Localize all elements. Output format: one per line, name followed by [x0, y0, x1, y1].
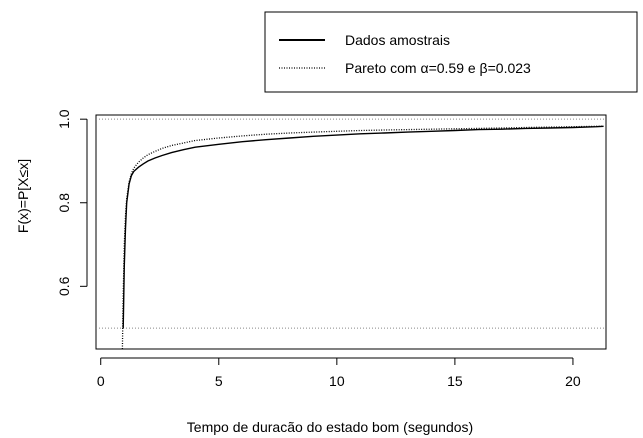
y-axis-label: F(x)=P[X≤x] [15, 159, 31, 233]
series-group [121, 125, 604, 350]
y-tick-label: 0.8 [56, 193, 72, 213]
legend-box [264, 11, 638, 93]
x-tick-label: 20 [565, 373, 581, 389]
x-tick-label: 5 [215, 373, 223, 389]
y-tick-label: 0.6 [56, 276, 72, 296]
legend-entry-pareto: Pareto com α=0.59 e β=0.023 [345, 60, 531, 76]
reference-lines [96, 118, 606, 329]
x-axis: 0 5 10 15 20 [97, 357, 581, 389]
x-tick-label: 0 [97, 373, 105, 389]
plot-frame [95, 114, 607, 350]
x-axis-label: Tempo de duracão do estado bom (segundos… [187, 419, 473, 435]
series-line-sample [122, 125, 604, 329]
y-tick-label: 1.0 [56, 109, 72, 129]
legend: Dados amostrais Pareto com α=0.59 e β=0.… [264, 11, 638, 93]
series-line-pareto [121, 125, 604, 350]
x-tick-label: 10 [329, 373, 345, 389]
legend-entry-sample: Dados amostrais [345, 32, 450, 48]
y-axis: 0.6 0.8 1.0 [56, 109, 88, 296]
x-tick-label: 15 [447, 373, 463, 389]
